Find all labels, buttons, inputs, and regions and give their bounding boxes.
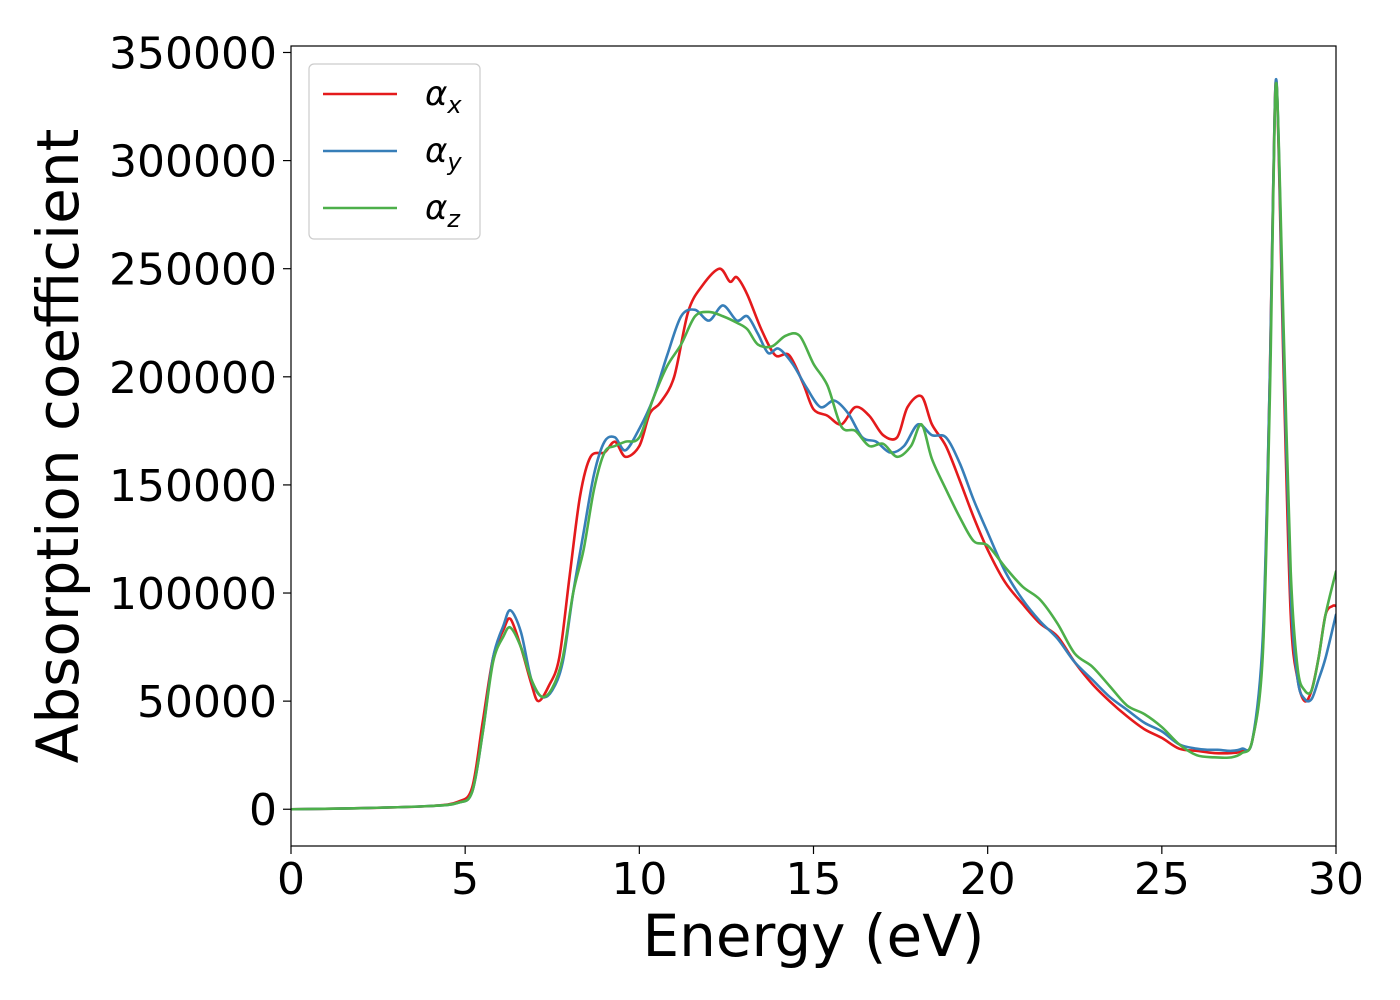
- y-tick-label: 0: [249, 785, 277, 836]
- y-tick-label: 350000: [109, 28, 277, 79]
- x-tick-label: 20: [960, 854, 1016, 905]
- y-tick-label: 250000: [109, 245, 277, 296]
- series-line-z: [291, 82, 1336, 811]
- y-tick-label: 150000: [109, 461, 277, 512]
- x-tick-label: 15: [786, 854, 842, 905]
- x-tick-label: 0: [277, 854, 305, 905]
- y-tick-label: 50000: [137, 677, 277, 728]
- legend-label-y: αy: [425, 131, 462, 176]
- y-tick-label: 100000: [109, 569, 277, 620]
- legend: αx αy αz: [308, 63, 481, 240]
- y-axis-ticks: 0 50000 100000 150000 200000 250000 300000 3500…: [109, 28, 291, 836]
- x-tick-label: 10: [611, 854, 667, 905]
- x-tick-label: 5: [451, 854, 479, 905]
- legend-label-x: αx: [425, 74, 462, 119]
- y-axis-label: Absorption coefficient: [24, 129, 92, 764]
- series-layer: [291, 77, 1336, 811]
- x-tick-label: 30: [1308, 854, 1364, 905]
- x-tick-label: 25: [1134, 854, 1190, 905]
- x-axis-label: Energy (eV): [642, 902, 984, 970]
- legend-label-z: αz: [425, 188, 461, 233]
- x-axis-ticks: 0 5 10 15 20 25 30: [277, 846, 1364, 905]
- y-tick-label: 200000: [109, 353, 277, 404]
- y-tick-label: 300000: [109, 137, 277, 188]
